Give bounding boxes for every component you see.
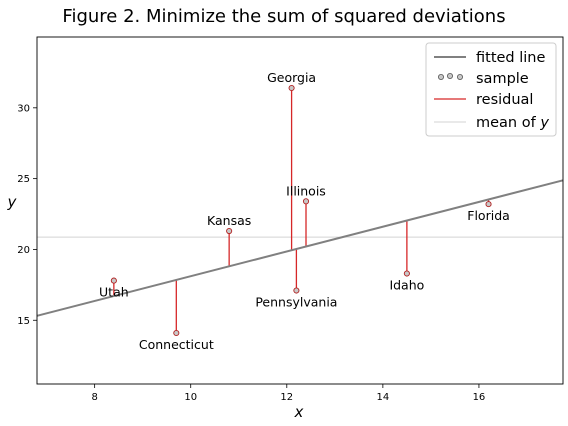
plot-frame	[36, 36, 564, 385]
sample-points-layer	[110, 84, 492, 337]
point-label: Illinois	[286, 183, 326, 198]
legend-residual-label: residual	[476, 92, 533, 108]
sample-point	[302, 198, 310, 205]
x-axis-label: x	[294, 403, 304, 421]
legend-sample-marker	[446, 73, 453, 80]
sample-point	[293, 287, 300, 294]
sample-point	[226, 227, 233, 235]
y-axis-label: y	[7, 193, 18, 211]
x-tick-label: 10	[184, 392, 197, 403]
point-label: Kansas	[207, 213, 251, 228]
y-tick-label: 15	[17, 316, 30, 327]
legend: fitted line sample residual mean of y	[425, 42, 557, 137]
legend-sample-marker	[437, 74, 444, 81]
sample-point	[403, 270, 410, 277]
point-label: Utah	[99, 285, 129, 300]
sample-point	[110, 277, 117, 284]
chart-title: Figure 2. Minimize the sum of squared de…	[62, 6, 505, 27]
legend-fitted-line-label: fitted line	[476, 50, 545, 66]
sample-point	[288, 84, 295, 92]
point-label: Connecticut	[139, 337, 214, 352]
legend-sample-marker	[456, 74, 463, 81]
point-label: Georgia	[267, 70, 316, 85]
x-axis-ticks: 8 10 12 14 16	[91, 384, 485, 403]
y-tick-label: 20	[17, 245, 30, 256]
sample-point	[485, 201, 492, 208]
point-labels-layer: Utah Connecticut Kansas Georgia Pennsylvania…	[99, 70, 510, 352]
point-label: Florida	[467, 208, 510, 223]
fitted-line-layer	[36, 179, 564, 317]
x-tick-label: 14	[376, 392, 389, 403]
fitted-line	[36, 179, 564, 317]
legend-mean-variable: y	[539, 115, 549, 131]
point-label: Pennsylvania	[255, 295, 337, 310]
y-axis-ticks: 15 20 25 30	[17, 103, 37, 327]
legend-mean-label: mean of y	[476, 115, 549, 131]
x-tick-label: 16	[473, 392, 486, 403]
y-tick-label: 30	[17, 103, 30, 114]
point-label: Idaho	[389, 278, 424, 293]
y-tick-label: 25	[17, 174, 30, 185]
sample-point	[173, 329, 180, 337]
legend-box	[425, 42, 557, 137]
x-tick-label: 12	[280, 392, 293, 403]
legend-sample-label: sample	[476, 71, 529, 87]
x-tick-label: 8	[91, 392, 97, 403]
legend-mean-prefix: mean of	[476, 115, 540, 131]
